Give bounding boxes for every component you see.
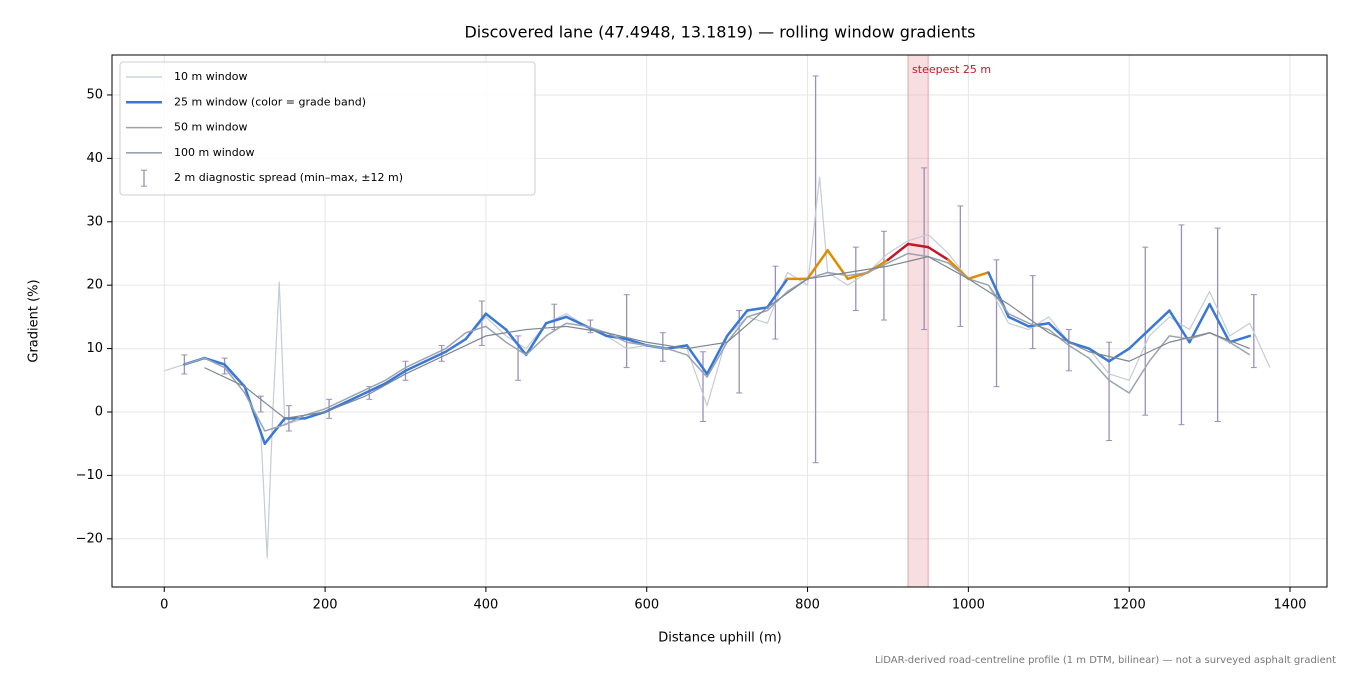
legend-label: 100 m window [174, 146, 254, 159]
y-tick-label: 10 [86, 341, 103, 356]
line-segment [886, 242, 910, 262]
line-segment [1027, 321, 1051, 328]
line-segment [806, 249, 829, 281]
x-axis-label: Distance uphill (m) [658, 631, 781, 646]
error-bar [1065, 329, 1072, 372]
legend-label: 50 m window [174, 121, 247, 134]
error-bar [921, 167, 928, 331]
error-bar [551, 303, 558, 331]
line-segment [504, 328, 528, 357]
line-segment [544, 315, 568, 325]
line-segment [1228, 334, 1252, 344]
series-line [184, 252, 1251, 432]
line-segment [685, 344, 709, 376]
error-bar [257, 395, 264, 413]
footnote: LiDAR-derived road-centreline profile (1… [875, 655, 1336, 666]
legend-label: 25 m window (color = grade band) [174, 95, 366, 108]
x-tick-label: 1400 [1273, 598, 1306, 613]
error-bar [1214, 227, 1221, 423]
line-segment [404, 360, 427, 373]
error-bar [1106, 341, 1113, 442]
line-segment [484, 312, 508, 331]
line-segment [725, 309, 749, 338]
line-segment [464, 312, 488, 341]
line-segment [243, 385, 267, 445]
line-segment [223, 363, 246, 388]
line-segment [565, 315, 588, 328]
x-tick-label: 200 [313, 598, 338, 613]
legend-label: 2 m diagnostic spread (min–max, ±12 m) [174, 171, 403, 184]
x-tick-label: 1000 [952, 598, 985, 613]
line-segment [384, 369, 407, 385]
error-bar [880, 230, 887, 321]
error-bar [700, 351, 707, 423]
line-segment [906, 242, 930, 249]
series-line [164, 176, 1271, 559]
error-bar [852, 246, 859, 312]
y-tick-label: 30 [86, 214, 103, 229]
y-tick-label: 0 [95, 404, 103, 419]
error-bar [957, 205, 964, 327]
line-segment [926, 245, 950, 262]
line-segment [1127, 328, 1151, 350]
line-segment [364, 382, 387, 395]
y-tick-label: −20 [76, 531, 103, 546]
line-segment [1148, 309, 1171, 331]
line-segment [1188, 302, 1211, 344]
line-segment [705, 334, 729, 376]
legend: 10 m window 25 m window (color = grade ba… [119, 61, 536, 196]
legend-label: 10 m window [174, 70, 247, 83]
highlight-label: steepest 25 m [912, 63, 991, 76]
plot-frame [111, 54, 1328, 588]
highlight-span [907, 54, 929, 588]
y-tick-label: 40 [86, 151, 103, 166]
x-tick-label: 800 [795, 598, 820, 613]
error-bar [1029, 275, 1036, 350]
error-bar [1142, 246, 1149, 416]
error-bar [993, 259, 1000, 388]
y-tick-label: 50 [86, 87, 103, 102]
line-segment [1107, 347, 1131, 363]
y-tick-label: 20 [86, 278, 103, 293]
y-tick-label: −10 [76, 468, 103, 483]
chart-title: Discovered lane (47.4948, 13.1819) — rol… [464, 23, 975, 42]
line-segment [967, 271, 990, 281]
line-segment [343, 391, 367, 404]
line-segment [1087, 347, 1111, 363]
line-segment [745, 306, 769, 312]
line-segment [1007, 315, 1030, 328]
y-axis-label: Gradient (%) [27, 279, 42, 362]
line-segment [424, 350, 447, 363]
line-segment [1047, 321, 1071, 344]
line-segment [1168, 309, 1191, 344]
line-segment [826, 249, 850, 281]
line-segment [766, 277, 789, 309]
line-segment [263, 417, 287, 445]
line-segment [444, 337, 468, 354]
x-tick-label: 0 [160, 598, 168, 613]
x-tick-label: 1200 [1113, 598, 1146, 613]
legend-box [119, 61, 536, 196]
x-tick-label: 400 [473, 598, 498, 613]
x-tick-label: 600 [634, 598, 659, 613]
line-segment [1208, 302, 1231, 344]
error-bar [623, 294, 630, 369]
series-line [204, 256, 1251, 419]
